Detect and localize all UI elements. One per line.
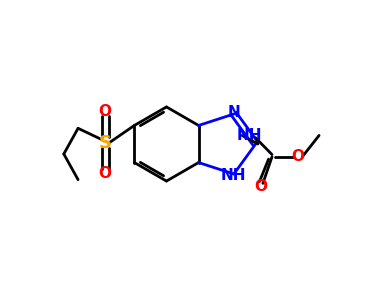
Text: NH: NH	[221, 168, 246, 183]
Text: N: N	[227, 105, 240, 120]
Text: O: O	[99, 166, 112, 181]
Text: O: O	[254, 179, 267, 194]
Text: S: S	[99, 134, 112, 151]
Text: O: O	[99, 104, 112, 119]
Text: NH: NH	[236, 128, 262, 143]
Text: O: O	[291, 149, 304, 164]
